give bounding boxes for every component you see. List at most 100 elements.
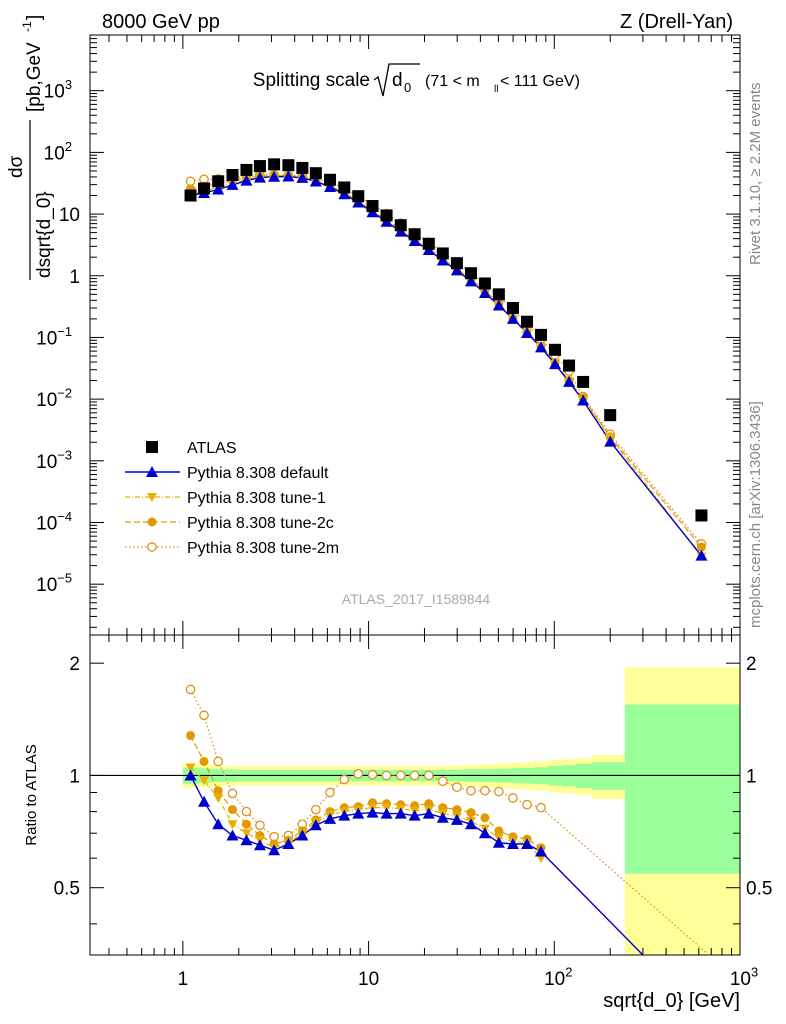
legend-label: Pythia 8.308 default [187, 465, 329, 482]
atlas-data-marker [534, 328, 547, 341]
title-sqrt-sub: 0 [404, 80, 411, 95]
series-marker-ratio [464, 818, 477, 830]
series-marker-ratio [213, 786, 223, 796]
series-marker-top [464, 275, 477, 287]
legend-label: ATLAS [187, 440, 237, 457]
series-marker-ratio [198, 795, 211, 807]
series-marker-ratio [408, 809, 421, 821]
series-marker-ratio [380, 807, 393, 819]
series-marker-top [253, 171, 266, 183]
y-tick-label: 10−1 [36, 324, 72, 350]
series-marker-ratio [466, 808, 476, 818]
series-marker-ratio [325, 787, 335, 798]
atlas-data-marker [563, 359, 576, 372]
xlabel: sqrt{d_0} [GeV] [603, 990, 740, 1012]
series-marker-ratio [255, 820, 265, 831]
title-main: Splitting scale [253, 70, 370, 91]
series-line-top [190, 173, 702, 545]
x-tick-label: 10 [358, 969, 379, 990]
title-range-pre: (71 < m [425, 73, 480, 90]
series-marker-ratio [480, 813, 490, 823]
legend-entry: Pythia 8.308 tune-2c [125, 515, 334, 532]
atlas-data-marker [212, 175, 225, 188]
series-marker-top [240, 174, 253, 186]
series-marker-ratio [450, 813, 463, 825]
y-tick-label: 1 [69, 267, 80, 288]
series-marker-ratio [409, 770, 420, 781]
atlas-data-marker [380, 209, 393, 222]
header-left: 8000 GeV pp [102, 11, 220, 33]
series-marker-ratio [381, 770, 392, 781]
title-sqrt-var: d [392, 70, 403, 91]
y-tick-label: 102 [44, 139, 72, 165]
series-marker-ratio [367, 769, 378, 780]
series-marker-top [212, 183, 225, 195]
series-marker-ratio [199, 710, 209, 721]
series-marker-ratio [240, 834, 253, 846]
atlas-data-marker [184, 189, 197, 202]
atlas-data-marker [506, 302, 519, 315]
legend-entry: Pythia 8.308 tune-2m [125, 540, 339, 557]
y-tick-label: 10 [59, 205, 80, 226]
ratio-y-tick-label: 0.5 [54, 879, 80, 900]
legend-label: Pythia 8.308 tune-2c [187, 515, 334, 532]
series-marker-ratio [199, 776, 210, 786]
atlas-data-marker [296, 161, 309, 174]
header-right: Z (Drell-Yan) [620, 11, 733, 33]
series-marker-ratio [536, 802, 546, 813]
y-tick-label: 10−2 [36, 386, 72, 412]
atlas-data-marker [521, 315, 534, 328]
y-tick-label: 103 [44, 77, 72, 103]
atlas-data-marker [408, 228, 421, 241]
atlas-data-marker [226, 168, 239, 181]
series-marker-top [226, 178, 239, 190]
side-text-mcplots: mcplots.cern.ch [arXiv:1306.3436] [747, 401, 764, 628]
series-marker-ratio [309, 819, 322, 831]
series-marker-top [309, 175, 322, 187]
ylabel-unit-post: ] [24, 15, 45, 20]
series-marker-ratio [480, 785, 490, 796]
series-marker-top [478, 287, 491, 299]
axis-ticks [90, 34, 741, 955]
series-marker-ratio [185, 763, 196, 773]
ratio-y-tick-label-right: 0.5 [746, 879, 772, 900]
series-marker-ratio [395, 770, 406, 781]
ratio-y-tick-label-right: 1 [746, 766, 757, 787]
atlas-data-marker [198, 182, 211, 195]
series-marker-ratio [185, 684, 196, 695]
series-marker-ratio [478, 827, 491, 839]
series-marker-ratio [508, 793, 518, 803]
legend-label: Pythia 8.308 tune-2m [187, 540, 339, 557]
series-marker-ratio [213, 793, 224, 803]
series-marker-top [296, 171, 309, 183]
title-range-sub: ll [494, 84, 498, 95]
series-marker-ratio [423, 770, 434, 781]
atlas-data-marker [394, 219, 407, 232]
series-marker-top [408, 235, 421, 247]
series-marker-ratio [521, 837, 534, 849]
series-marker-ratio [466, 785, 476, 796]
series-marker-ratio [366, 806, 379, 818]
series-marker-ratio [186, 730, 196, 740]
ratio-uncertainty-bands [182, 667, 741, 955]
atlas-data-marker [422, 237, 435, 250]
series-marker-top [506, 312, 519, 324]
legend: ATLAS Pythia 8.308 default Pythia 8.308 tu… [125, 440, 339, 557]
x-tick-label: 1 [178, 969, 189, 990]
x-tick-label: 103 [730, 964, 758, 990]
ylabel-top: dσ dsqrt{d_0} [pb,GeV -1 ] [6, 15, 55, 280]
plot-title: Splitting scale d 0 (71 < m ll < 111 GeV… [253, 63, 580, 97]
series-marker-ratio [494, 826, 504, 836]
legend-marker [147, 542, 157, 552]
series-marker-ratio [296, 829, 309, 841]
series-marker-top [324, 180, 337, 192]
analysis-watermark: ATLAS_2017_I1589844 [342, 591, 491, 607]
series-marker-top [492, 299, 505, 311]
series-marker-top [282, 170, 295, 182]
y-tick-label: 10−5 [36, 571, 72, 597]
legend-entry: Pythia 8.308 tune-1 [125, 490, 326, 507]
title-sqrt-sign [373, 63, 420, 97]
y-tick-label: 10−3 [36, 447, 72, 473]
series-marker-ratio [241, 819, 251, 829]
